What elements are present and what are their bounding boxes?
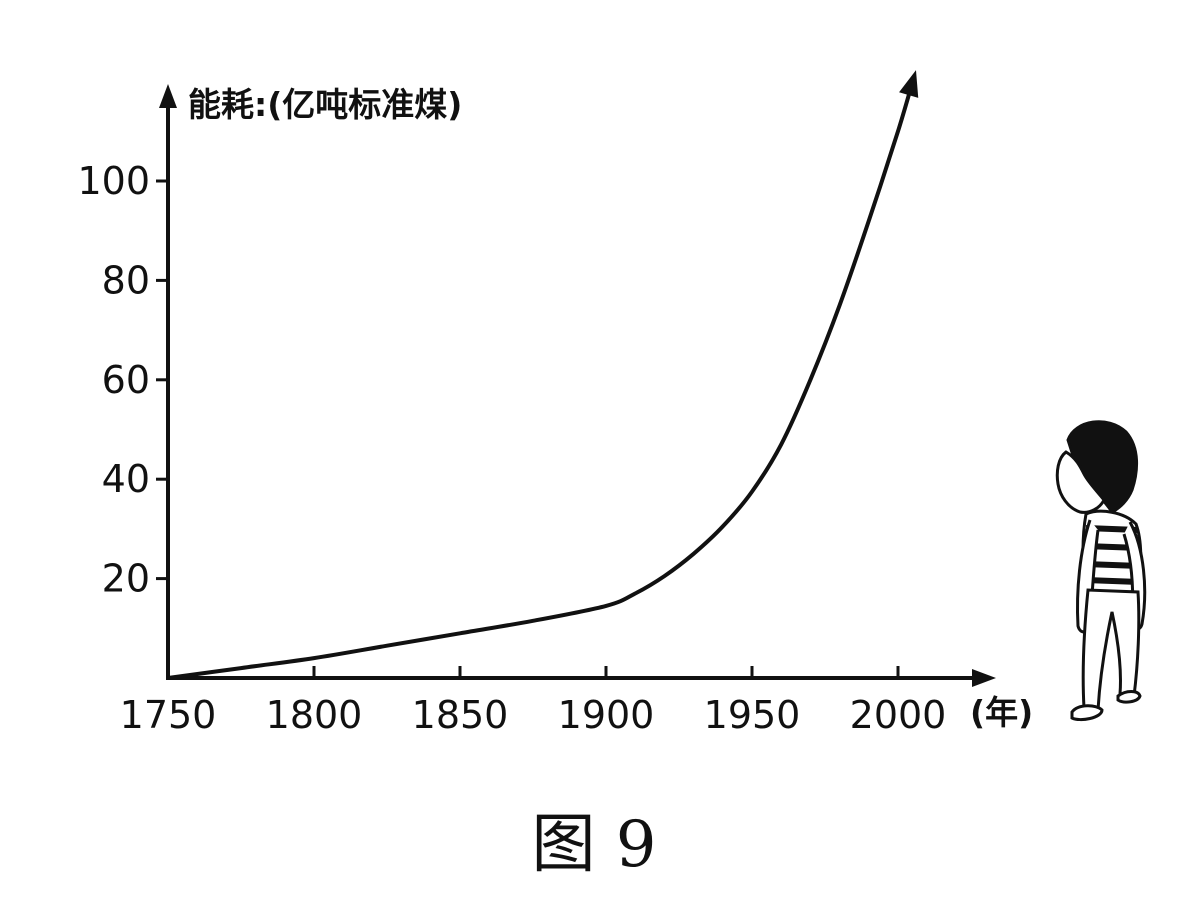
series-end-arrow	[899, 70, 919, 98]
y-ticks: 20 40 60 80 100	[77, 159, 168, 601]
y-tick-label: 40	[102, 457, 150, 501]
x-axis-title: (年)	[970, 693, 1033, 732]
child-looking-up-figure	[1055, 420, 1147, 722]
figure-caption: 图 9	[531, 808, 656, 882]
x-tick-label: 2000	[850, 693, 947, 737]
x-ticks: 1750 1800 1850 1900 1950 2000	[120, 666, 947, 737]
child-legs	[1081, 588, 1141, 712]
x-axis-arrow	[972, 669, 996, 687]
axes	[159, 84, 996, 687]
y-tick-label: 100	[77, 159, 150, 203]
child-right-foot	[1116, 690, 1142, 704]
energy-consumption-line	[167, 81, 915, 680]
shirt-stripe	[1085, 577, 1140, 585]
x-tick-label: 1950	[704, 693, 801, 737]
x-tick-label: 1800	[266, 693, 363, 737]
x-tick-label: 1900	[558, 693, 655, 737]
child-face	[1055, 450, 1106, 514]
x-tick-label: 1850	[412, 693, 509, 737]
series-group	[167, 70, 919, 680]
child-left-arm	[1076, 519, 1100, 634]
y-axis-title: 能耗:(亿吨标准煤)	[188, 85, 462, 124]
y-tick-label: 80	[102, 258, 150, 302]
y-tick-label: 20	[102, 557, 150, 601]
child-left-foot	[1070, 704, 1104, 722]
y-axis-arrow	[159, 84, 177, 108]
y-tick-label: 60	[102, 358, 150, 402]
x-tick-label: 1750	[120, 693, 217, 737]
